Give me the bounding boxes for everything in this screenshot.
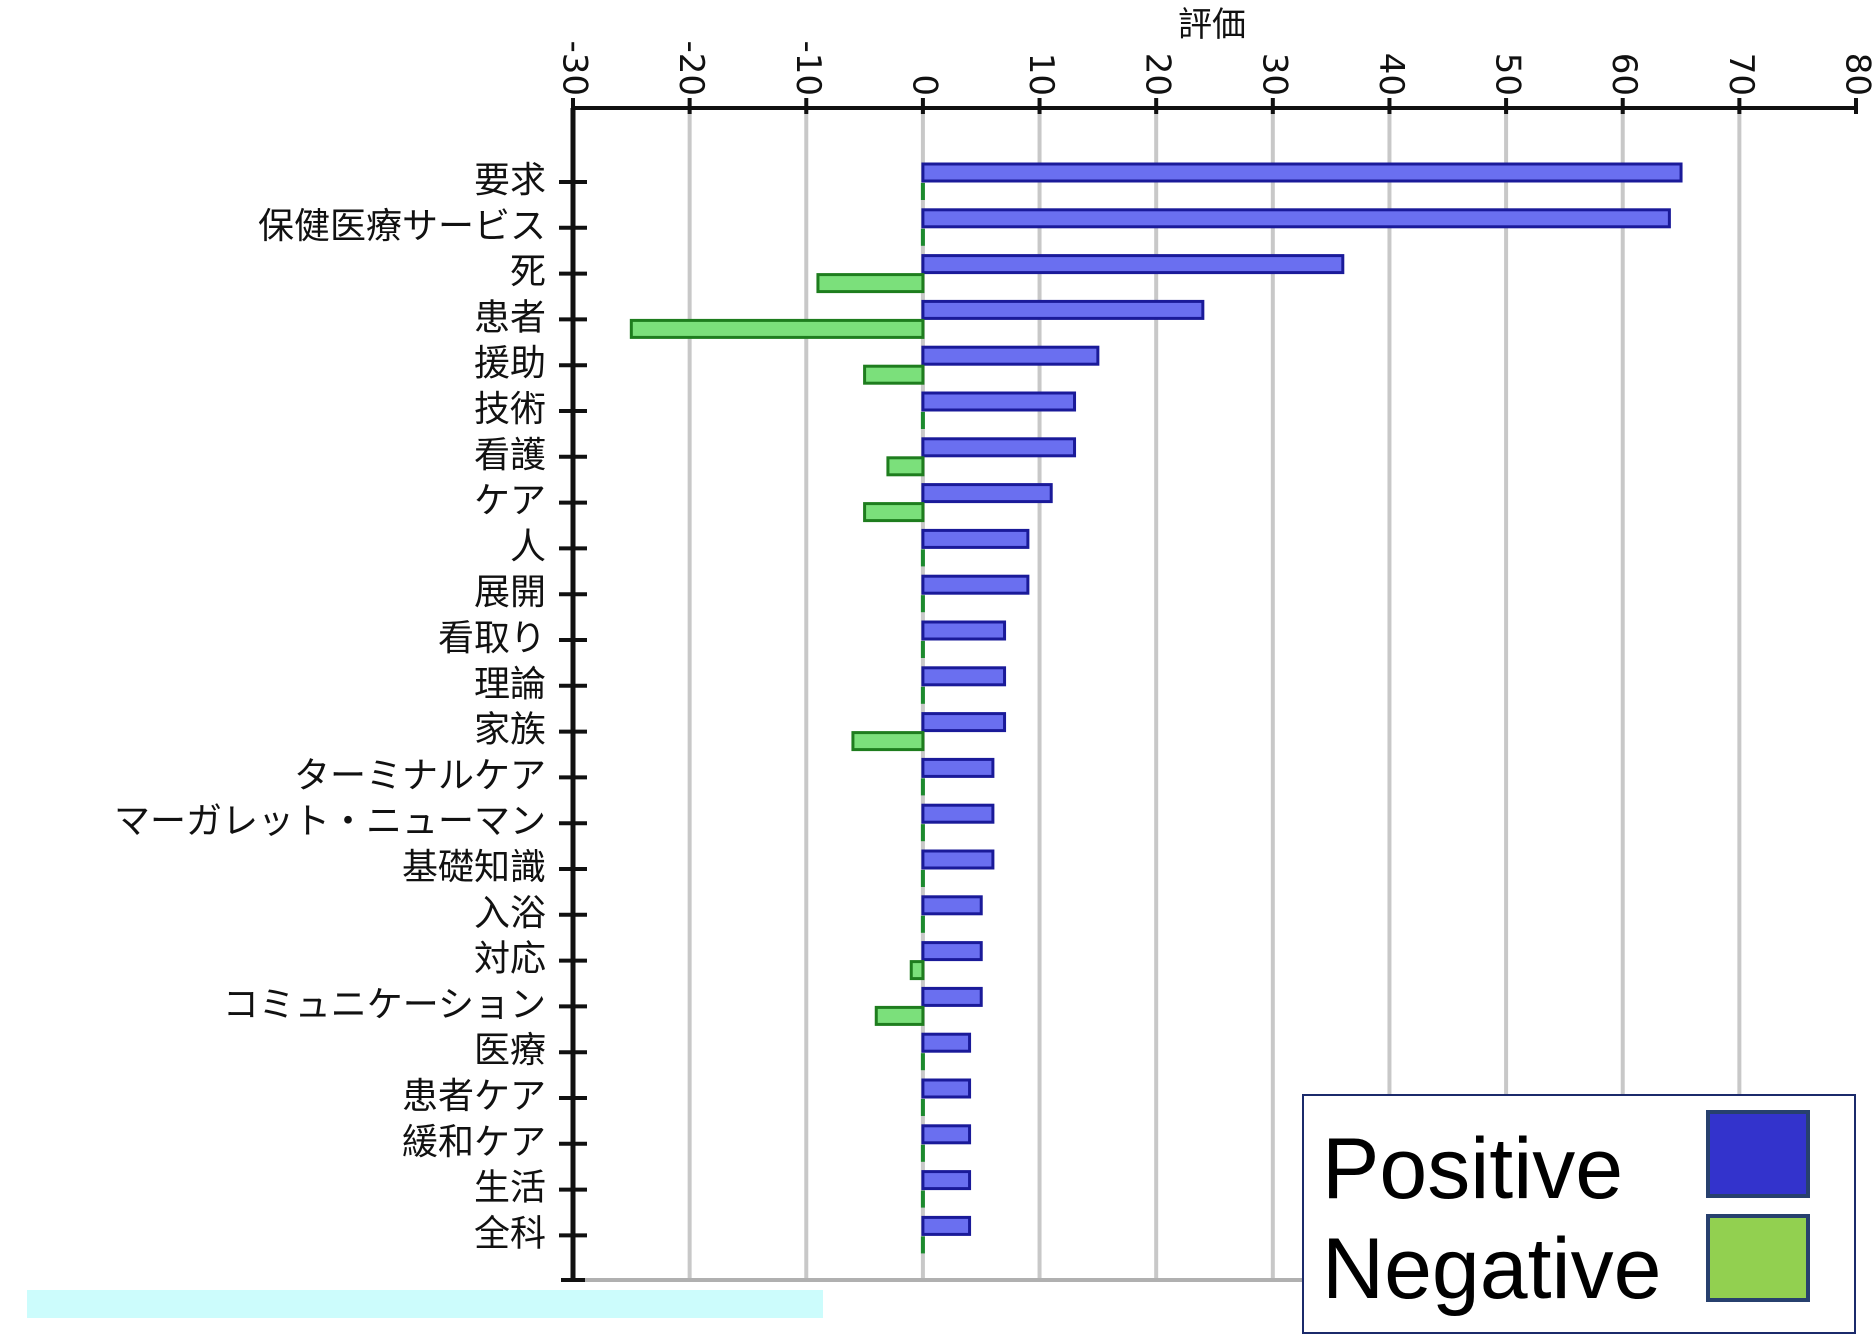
category-label: 人 [510,526,546,567]
bar-negative [853,733,923,750]
category-label: 死 [510,252,546,293]
bar-positive [923,393,1075,410]
bar-negative [921,870,925,887]
bar-negative [921,824,925,841]
bar-negative [921,1236,925,1253]
category-label: 生活 [474,1168,546,1209]
legend-label-positive: Positive [1322,1126,1623,1212]
bar-positive [923,439,1075,456]
category-label: 基礎知識 [402,847,546,888]
x-tick-label: 80 [1838,53,1874,96]
highlight-strip [27,1290,823,1318]
bar-positive [923,347,1098,364]
bar-negative [921,1053,925,1070]
category-label: 入浴 [474,893,546,934]
category-label: 展開 [474,572,546,613]
category-label: コミュニケーション [223,984,546,1025]
bar-positive [923,576,1028,593]
bar-negative [888,458,923,475]
legend-swatch-negative [1706,1214,1810,1302]
x-tick-label: -20 [671,40,711,96]
bar-positive [923,851,993,868]
category-label: 看取り [438,618,546,659]
category-labels: 要求保健医療サービス死患者援助技術看護ケア人展開看取り理論家族ターミナルケアマー… [114,160,587,1254]
bar-negative [865,504,923,521]
bar-negative [921,916,925,933]
bar-positive [923,301,1203,318]
category-label: 緩和ケア [402,1122,546,1163]
bar-negative [921,641,925,658]
x-tick-label: 40 [1371,53,1411,96]
bar-positive [923,164,1681,181]
bar-negative [921,687,925,704]
category-label: 援助 [474,343,546,384]
category-label: 技術 [474,389,546,430]
bar-negative [631,320,923,337]
bar-positive [923,759,993,776]
bar-positive [923,485,1051,502]
bar-positive [923,1126,970,1143]
bar-negative [921,183,925,200]
bar-positive [923,897,981,914]
x-axis-ticks: -30 -20 -10 0 10 20 30 40 50 60 70 80 [555,40,1874,114]
x-tick-label: 60 [1604,53,1644,96]
x-tick-label: 50 [1488,53,1528,96]
x-tick-label: 30 [1254,53,1294,96]
bar-positive [923,1172,970,1189]
bar-negative [921,778,925,795]
bar-negative [921,595,925,612]
category-label: ケア [474,481,546,522]
bar-negative [921,1191,925,1208]
category-label: 患者 [474,297,546,338]
bar-positive [923,1080,970,1097]
bar-negative [818,275,923,292]
bar-positive [923,805,993,822]
bar-negative [911,962,923,979]
category-label: マーガレット・ニューマン [114,801,546,842]
bar-negative [876,1007,923,1024]
legend-swatch-positive [1706,1110,1810,1198]
category-label: 患者ケア [402,1076,546,1117]
chart-title: 評価 [1178,5,1246,45]
category-label: 全科 [474,1213,546,1254]
category-label: 看護 [474,435,546,476]
bar-negative [921,412,925,429]
bar-positive [923,1034,970,1051]
category-label: 要求 [474,160,546,201]
bar-negative [865,366,923,383]
bar-negative [921,229,925,246]
bar-positive [923,1217,970,1234]
bar-positive [923,210,1669,227]
bar-positive [923,988,981,1005]
category-label: ターミナルケア [294,755,546,796]
category-label: 理論 [474,664,546,705]
x-tick-label: 70 [1721,53,1761,96]
x-tick-label: 10 [1021,53,1061,96]
x-tick-label: -10 [788,40,828,96]
bar-positive [923,714,1005,731]
legend: Positive Negative [1302,1094,1856,1334]
bar-positive [923,256,1343,273]
bar-negative [921,549,925,566]
category-label: 対応 [474,939,546,980]
x-tick-label: 0 [904,74,944,96]
bar-positive [923,530,1028,547]
x-tick-label: 20 [1138,53,1178,96]
x-tick-label: -30 [555,40,595,96]
bar-negative [921,1145,925,1162]
bar-negative [921,1099,925,1116]
category-label: 家族 [474,710,546,751]
category-label: 医療 [474,1030,546,1071]
bar-positive [923,668,1005,685]
bar-positive [923,943,981,960]
bar-positive [923,622,1005,639]
legend-label-negative: Negative [1322,1226,1661,1312]
category-label: 保健医療サービス [258,206,546,247]
